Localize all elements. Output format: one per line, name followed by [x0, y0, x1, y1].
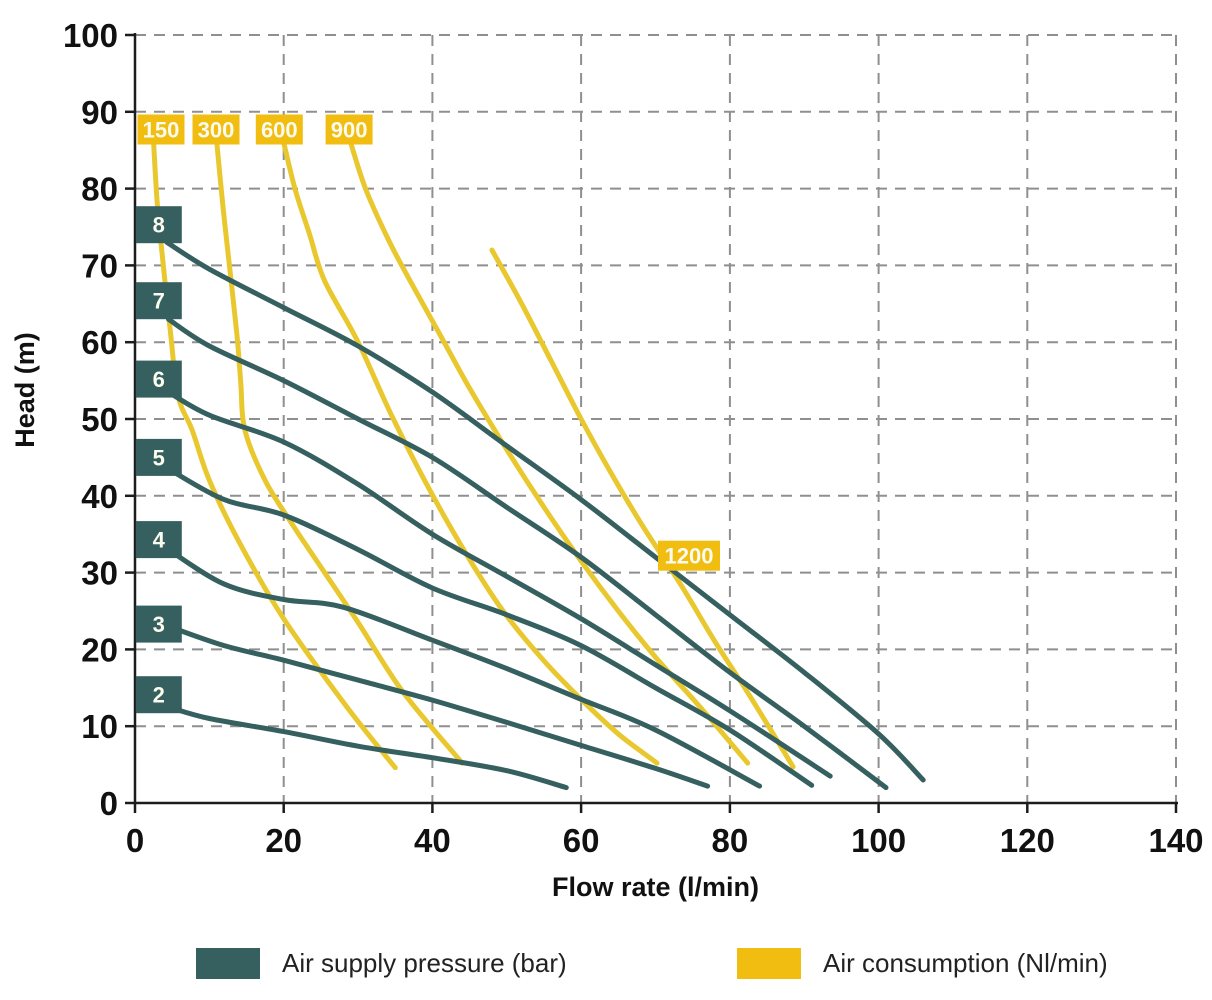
pressure-curve-7 [166, 316, 889, 791]
y-tick-label: 70 [81, 247, 118, 284]
consumption-curve-900 [348, 140, 751, 766]
x-tick-label: 0 [126, 822, 144, 859]
legend-item-pressure: Air supply pressure (bar) [196, 948, 567, 979]
pressure-badge-2 [135, 676, 182, 714]
pressure-badge-label-6: 6 [153, 367, 165, 392]
pressure-badge-8 [135, 206, 182, 244]
consumption-badge-900 [325, 114, 373, 145]
y-tick-label: 90 [81, 94, 118, 131]
consumption-curve-150 [151, 140, 398, 771]
consumption-badge-600 [255, 114, 303, 145]
pressure-badge-4 [135, 521, 182, 559]
y-tick-label: 60 [81, 324, 118, 361]
pressure-badge-label-7: 7 [153, 289, 165, 314]
x-tick-label: 120 [1000, 822, 1055, 859]
consumption-badge-label-600: 600 [261, 118, 298, 143]
y-tick-label: 20 [81, 631, 118, 668]
consumption-badge-label-150: 150 [143, 118, 180, 143]
consumption-legend-swatch [737, 948, 801, 979]
pressure-badge-label-5: 5 [153, 445, 165, 470]
y-tick-label: 30 [81, 555, 118, 592]
y-tick-label: 50 [81, 401, 118, 438]
pressure-badge-6 [135, 360, 182, 398]
consumption-badge-300 [192, 114, 240, 145]
consumption-badge-label-900: 900 [331, 118, 368, 143]
consumption-curve-1200 [489, 247, 796, 770]
x-tick-label: 60 [563, 822, 600, 859]
x-axis-title: Flow rate (l/min) [551, 872, 759, 902]
y-tick-label: 10 [81, 708, 118, 745]
pressure-badge-label-4: 4 [153, 528, 166, 553]
y-tick-label: 100 [63, 17, 118, 54]
x-tick-label: 140 [1148, 822, 1203, 859]
consumption-badge-label-1200: 1200 [665, 544, 714, 569]
pressure-curve-8 [164, 239, 926, 783]
y-tick-label: 0 [100, 785, 118, 822]
consumption-badge-150 [137, 114, 185, 145]
pressure-curve-3 [166, 623, 711, 789]
x-tick-label: 20 [265, 822, 302, 859]
pressure-legend-swatch [196, 948, 260, 979]
x-tick-label: 80 [712, 822, 749, 859]
consumption-badge-1200 [658, 540, 720, 571]
x-tick-label: 100 [851, 822, 906, 859]
y-tick-label: 80 [81, 171, 118, 208]
pressure-curve-4 [166, 547, 763, 789]
pressure-badge-7 [135, 282, 182, 320]
chart-canvas: 0 20 40 60 80 100 120 140 0 10 20 30 40 50 60 70 80 90 100… [63, 17, 1204, 859]
pressure-badge-label-3: 3 [153, 612, 165, 637]
legend-item-consumption: Air consumption (Nl/min) [737, 948, 1108, 979]
pressure-badge-label-2: 2 [153, 683, 165, 708]
pressure-curve-6 [166, 389, 833, 779]
y-tick-label: 40 [81, 478, 118, 515]
pressure-curve-2 [166, 704, 569, 791]
consumption-badge-label-300: 300 [198, 118, 235, 143]
legend: Air supply pressure (bar) Air consumptio… [0, 940, 1212, 1000]
pressure-badge-5 [135, 438, 182, 476]
pressure-badge-label-8: 8 [153, 213, 165, 238]
pressure-curve-5 [166, 466, 815, 788]
y-axis-title: Head (m) [10, 332, 40, 448]
x-tick-label: 40 [414, 822, 451, 859]
consumption-curve-300 [214, 140, 465, 766]
consumption-legend-label: Air consumption (Nl/min) [823, 948, 1108, 978]
pressure-badge-3 [135, 605, 182, 643]
pressure-legend-label: Air supply pressure (bar) [282, 948, 567, 978]
